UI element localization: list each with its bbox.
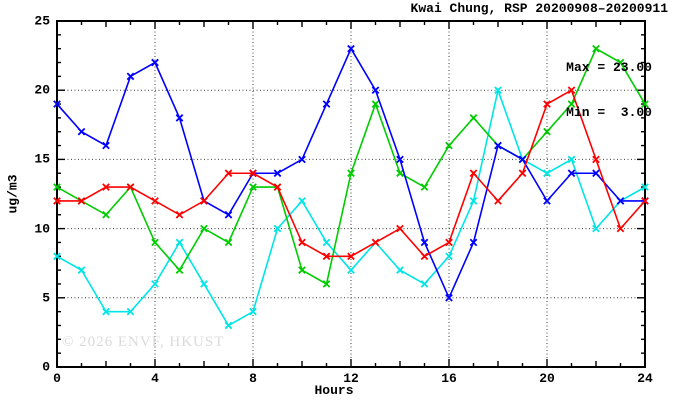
y-tick-label: 10 (34, 221, 50, 237)
legend-max-value: Max = 23.00 (566, 60, 652, 75)
y-tick-label: 15 (34, 151, 50, 167)
y-tick-label: 0 (42, 359, 50, 375)
x-tick-label: 16 (441, 371, 457, 386)
x-tick-label: 20 (539, 371, 555, 386)
x-tick-label: 24 (637, 371, 653, 386)
line-red-markers (53, 86, 649, 261)
x-axis-label: Hours (314, 383, 354, 398)
line-cyan (56, 87, 646, 327)
x-tick-label: 0 (53, 371, 61, 386)
y-axis-label: ug/m3 (5, 174, 21, 214)
y-tick-label: 5 (42, 290, 50, 306)
y-tick-label: 20 (34, 82, 50, 98)
watermark: © 2026 ENVF, HKUST (62, 334, 225, 350)
chart-title: Kwai Chung, RSP 20200908–20200911 (410, 1, 668, 16)
legend-stats: Max = 23.00 Min = 3.00 (566, 30, 652, 150)
x-tick-label: 12 (343, 371, 359, 386)
y-tick-label: 25 (34, 13, 50, 29)
x-tick-label: 8 (249, 371, 257, 386)
legend-min-value: Min = 3.00 (566, 105, 652, 120)
x-tick-label: 4 (151, 371, 159, 386)
